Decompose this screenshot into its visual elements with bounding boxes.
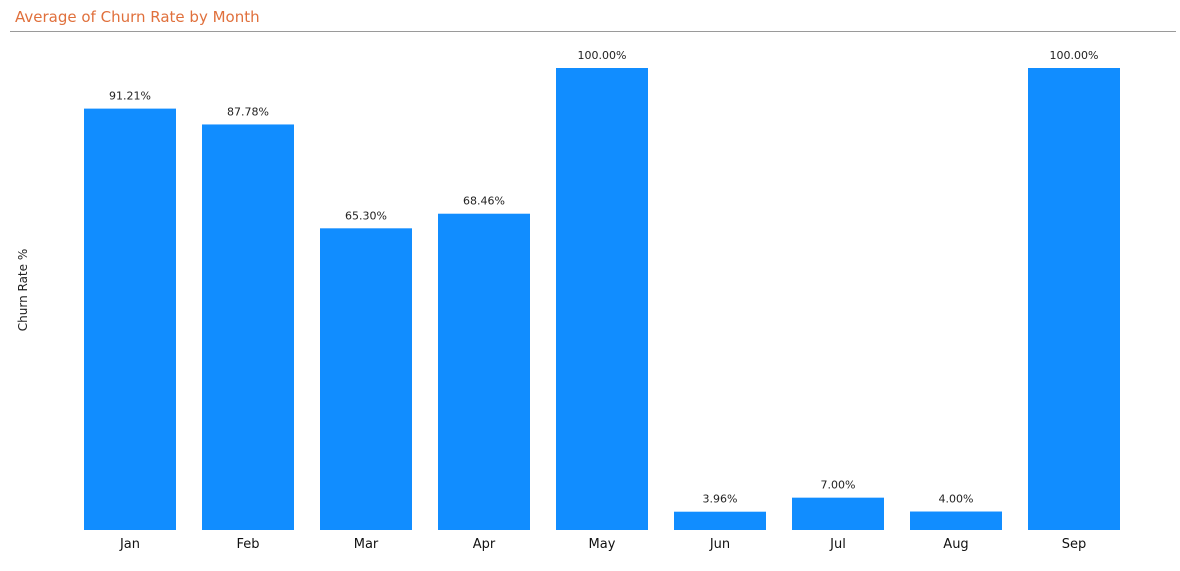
- value-label-sep: 100.00%: [1050, 49, 1099, 62]
- bar-jan[interactable]: [84, 108, 176, 530]
- x-tick-label-apr: Apr: [473, 537, 496, 552]
- bar-feb[interactable]: [202, 124, 294, 531]
- x-tick-labels-group: Jan Feb Mar Apr May Jun Jul Aug Sep: [119, 537, 1086, 552]
- bar-apr[interactable]: [438, 213, 530, 531]
- bar-aug[interactable]: [910, 511, 1002, 530]
- x-tick-label-sep: Sep: [1062, 537, 1087, 552]
- bars-group: [84, 68, 1120, 531]
- bar-jul[interactable]: [792, 497, 884, 530]
- value-label-apr: 68.46%: [463, 195, 505, 208]
- bar-sep[interactable]: [1028, 68, 1120, 530]
- bar-jun[interactable]: [674, 511, 766, 530]
- x-tick-label-may: May: [589, 537, 616, 552]
- value-label-jun: 3.96%: [703, 493, 738, 506]
- x-tick-label-mar: Mar: [354, 537, 379, 552]
- chart-title: Average of Churn Rate by Month: [15, 8, 260, 26]
- value-label-jan: 91.21%: [109, 90, 151, 103]
- value-labels-group: 91.21% 87.78% 65.30% 68.46% 100.00% 3.96% 7.00…: [109, 49, 1098, 506]
- value-label-mar: 65.30%: [345, 209, 387, 222]
- value-label-feb: 87.78%: [227, 105, 269, 118]
- x-tick-label-jul: Jul: [829, 537, 846, 552]
- value-label-may: 100.00%: [578, 49, 627, 62]
- value-label-aug: 4.00%: [939, 493, 974, 506]
- value-label-jul: 7.00%: [821, 479, 856, 492]
- x-tick-label-jan: Jan: [119, 537, 140, 552]
- bar-may[interactable]: [556, 68, 648, 530]
- x-tick-label-jun: Jun: [709, 537, 730, 552]
- title-divider: [10, 31, 1176, 32]
- x-tick-label-feb: Feb: [236, 537, 259, 552]
- x-tick-label-aug: Aug: [943, 537, 968, 552]
- bar-mar[interactable]: [320, 228, 412, 530]
